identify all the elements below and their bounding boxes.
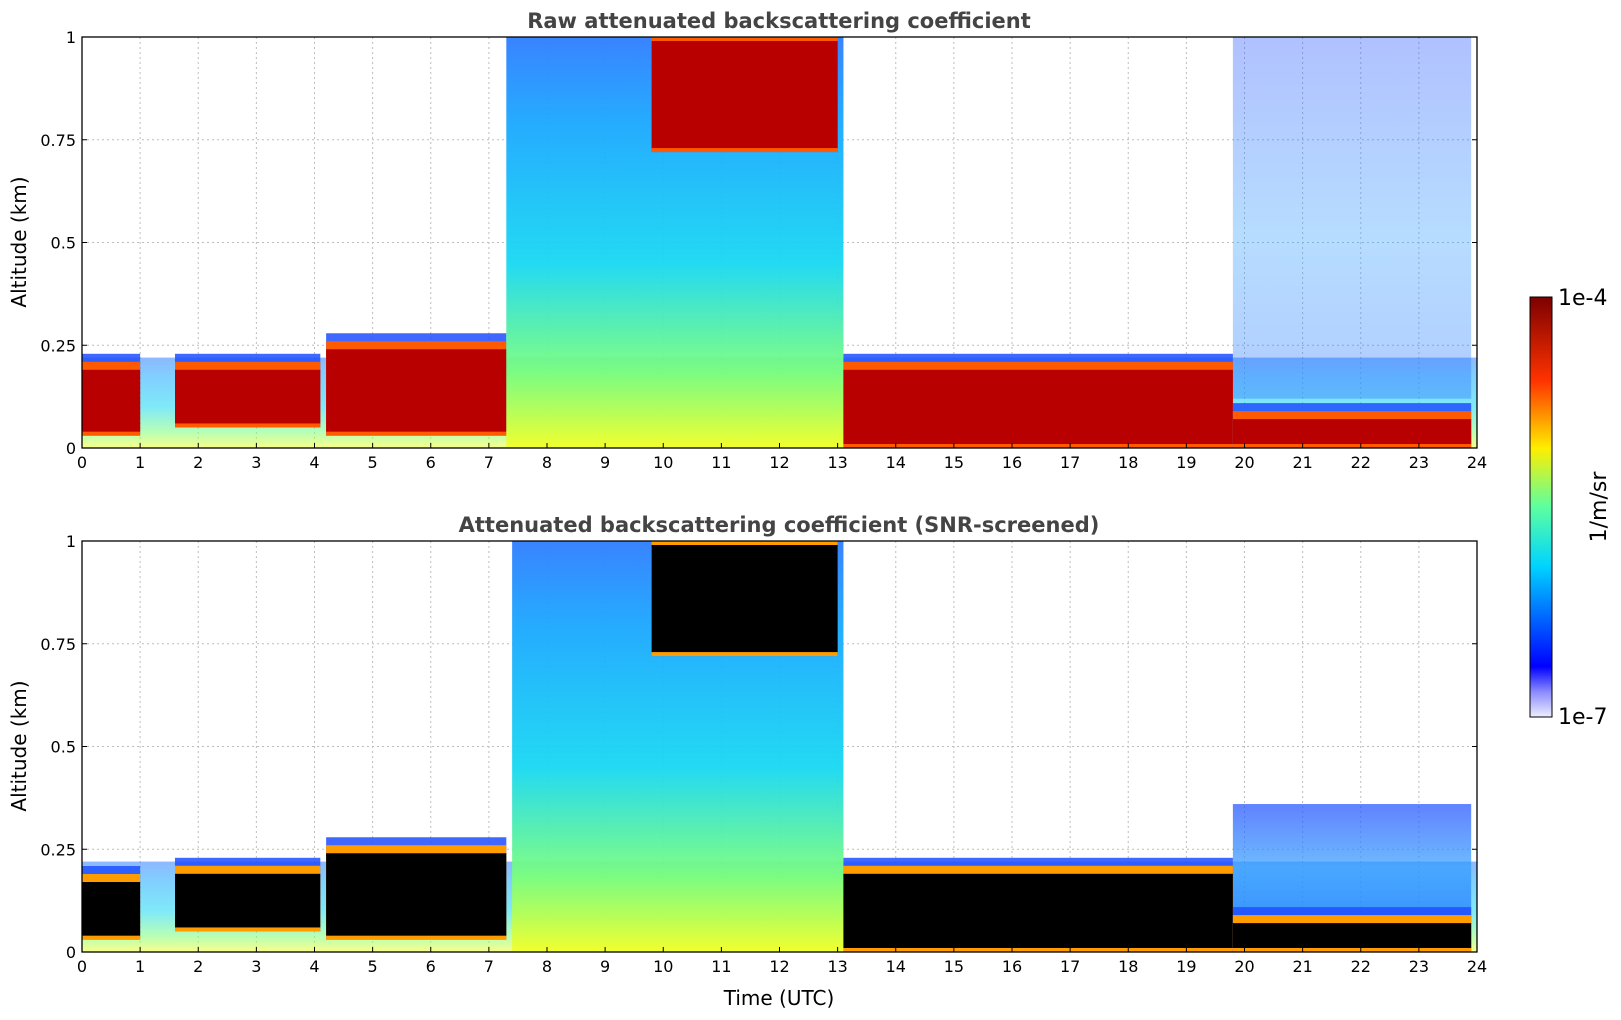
y-axis-label: Altitude (km) xyxy=(7,680,31,811)
cloud-layer xyxy=(651,41,838,149)
x-tick-label: 16 xyxy=(1002,957,1022,976)
x-tick-label: 1 xyxy=(135,453,145,472)
x-tick-label: 2 xyxy=(193,453,203,472)
colorbar-max-label: 1e-4 xyxy=(1558,286,1607,311)
noise-region xyxy=(1232,37,1472,399)
y-tick-label: 1 xyxy=(66,532,76,551)
cloud-layer xyxy=(82,882,141,936)
colorbar-min-label: 1e-7 xyxy=(1558,705,1607,730)
x-tick-label: 4 xyxy=(309,957,319,976)
x-tick-label: 17 xyxy=(1060,957,1080,976)
x-tick-label: 5 xyxy=(368,957,378,976)
x-tick-label: 2 xyxy=(193,957,203,976)
x-tick-label: 14 xyxy=(886,957,906,976)
x-tick-label: 22 xyxy=(1351,957,1371,976)
cloud-layer xyxy=(326,853,507,936)
x-tick-label: 11 xyxy=(711,453,731,472)
x-tick-label: 20 xyxy=(1234,453,1254,472)
x-tick-label: 3 xyxy=(251,453,261,472)
x-axis: 0 1 2 3 4 5 6 7 8 9 10 11 12 13 14 15 16 17 18 19 20 21 22 23 24 xyxy=(77,443,1487,472)
x-tick-label: 24 xyxy=(1467,957,1487,976)
cloud-layer xyxy=(843,369,1233,444)
x-tick-label: 12 xyxy=(769,453,789,472)
x-tick-label: 15 xyxy=(944,957,964,976)
x-tick-label: 13 xyxy=(827,453,847,472)
y-axis: 0 0.25 0.5 0.75 1 xyxy=(40,532,1477,962)
y-tick-label: 0.25 xyxy=(40,840,76,859)
y-tick-label: 0.5 xyxy=(51,234,76,253)
x-tick-label: 4 xyxy=(309,453,319,472)
y-tick-label: 0.25 xyxy=(40,336,76,355)
x-tick-label: 24 xyxy=(1467,453,1487,472)
x-tick-label: 19 xyxy=(1176,957,1196,976)
x-tick-label: 18 xyxy=(1118,957,1138,976)
x-tick-label: 1 xyxy=(135,957,145,976)
x-tick-label: 23 xyxy=(1409,453,1429,472)
x-tick-label: 17 xyxy=(1060,453,1080,472)
x-tick-label: 19 xyxy=(1176,453,1196,472)
cloud-layer xyxy=(1232,419,1472,444)
panel-snr-screened: Attenuated backscattering coefficient (S… xyxy=(7,513,1487,1010)
x-tick-label: 15 xyxy=(944,453,964,472)
y-tick-label: 0 xyxy=(66,439,76,458)
x-tick-label: 16 xyxy=(1002,453,1022,472)
x-tick-label: 9 xyxy=(600,453,610,472)
x-tick-label: 5 xyxy=(368,453,378,472)
x-axis-label: Time (UTC) xyxy=(723,986,835,1010)
y-tick-label: 0.75 xyxy=(40,131,76,150)
x-tick-label: 7 xyxy=(484,957,494,976)
y-axis-label: Altitude (km) xyxy=(7,176,31,307)
x-tick-label: 20 xyxy=(1234,957,1254,976)
x-tick-label: 9 xyxy=(600,957,610,976)
x-tick-label: 6 xyxy=(426,957,436,976)
x-axis: 0 1 2 3 4 5 6 7 8 9 10 11 12 13 14 15 16 17 18 19 20 21 22 23 24 xyxy=(77,947,1487,976)
x-tick-label: 18 xyxy=(1118,453,1138,472)
x-tick-label: 10 xyxy=(653,453,673,472)
x-tick-label: 8 xyxy=(542,957,552,976)
heatmap-image xyxy=(82,541,1477,952)
y-tick-label: 0 xyxy=(66,943,76,962)
x-tick-label: 8 xyxy=(542,453,552,472)
x-tick-label: 11 xyxy=(711,957,731,976)
cloud-layer xyxy=(1232,923,1472,948)
cloud-layer xyxy=(651,545,838,653)
x-tick-label: 21 xyxy=(1292,453,1312,472)
heatmap-image xyxy=(82,37,1477,448)
x-tick-label: 6 xyxy=(426,453,436,472)
y-tick-label: 0.5 xyxy=(51,738,76,757)
cloud-layer xyxy=(175,369,321,424)
cloud-layer xyxy=(326,349,507,432)
cloud-layer xyxy=(82,369,141,432)
x-tick-label: 23 xyxy=(1409,957,1429,976)
y-axis: 0 0.25 0.5 0.75 1 xyxy=(40,28,1477,458)
panel-raw: Raw attenuated backscattering coefficien… xyxy=(7,9,1487,472)
y-tick-label: 1 xyxy=(66,28,76,47)
cloud-layer xyxy=(175,873,321,928)
x-tick-label: 21 xyxy=(1292,957,1312,976)
x-tick-label: 7 xyxy=(484,453,494,472)
x-tick-label: 0 xyxy=(77,957,87,976)
cloud-layer xyxy=(843,873,1233,948)
panel-title: Raw attenuated backscattering coefficien… xyxy=(527,9,1031,33)
colorbar: 1e-4 1e-7 1/m/sr xyxy=(1529,286,1612,730)
x-tick-label: 0 xyxy=(77,453,87,472)
y-tick-label: 0.75 xyxy=(40,635,76,654)
colorbar-gradient xyxy=(1529,296,1553,718)
x-tick-label: 10 xyxy=(653,957,673,976)
x-tick-label: 3 xyxy=(251,957,261,976)
noise-region xyxy=(1232,804,1472,920)
x-tick-label: 12 xyxy=(769,957,789,976)
x-tick-label: 13 xyxy=(827,957,847,976)
panel-title: Attenuated backscattering coefficient (S… xyxy=(459,513,1100,537)
colorbar-unit-label: 1/m/sr xyxy=(1587,471,1612,543)
x-tick-label: 14 xyxy=(886,453,906,472)
x-tick-label: 22 xyxy=(1351,453,1371,472)
